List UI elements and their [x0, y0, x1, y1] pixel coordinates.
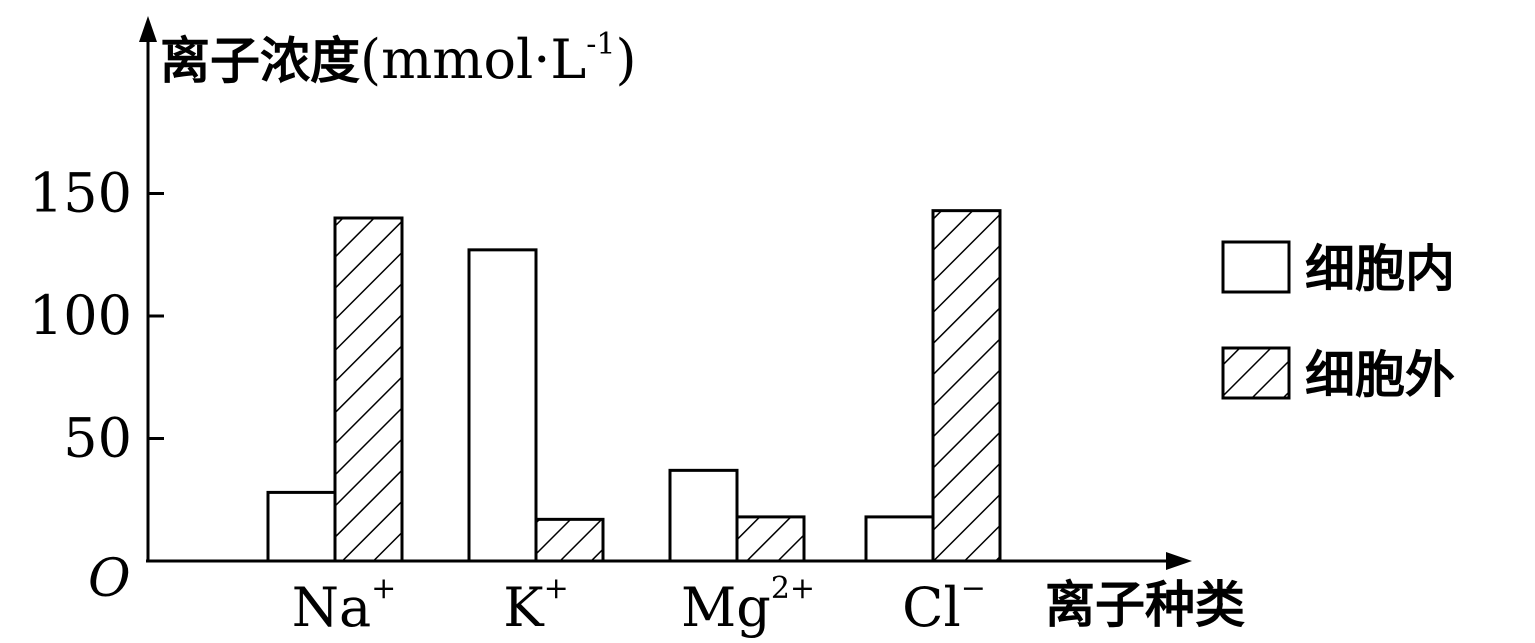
bar-inside-0: [266, 490, 337, 563]
bar-outside-0: [333, 216, 404, 563]
y-axis-label-sup: -1: [586, 27, 615, 62]
origin-label: O: [88, 549, 131, 609]
category-label: Mg2+: [681, 571, 815, 639]
category-label: K+: [503, 571, 568, 639]
category-label-base: Mg: [681, 576, 771, 639]
category-label-base: Cl: [902, 576, 961, 639]
legend-swatch-outside: [1221, 346, 1291, 400]
legend-label: 细胞外: [1305, 346, 1455, 404]
bars: [266, 209, 1002, 563]
y-axis-label: 离子浓度(mmol·L-1): [160, 27, 637, 91]
bar-outside-1: [534, 517, 605, 563]
y-ticks: 50 100 150: [29, 162, 164, 470]
x-axis-label: 离子种类: [1045, 576, 1245, 634]
x-axis-arrow: [1166, 552, 1192, 570]
category-label: Na+: [292, 571, 397, 639]
category-label-sup: +: [544, 571, 569, 606]
y-axis-arrow: [139, 16, 157, 42]
y-axis-label-cjk: 离子浓度: [160, 32, 360, 90]
category-label: Cl−: [902, 571, 986, 639]
category-label-base: K: [503, 576, 545, 639]
legend-swatch-inside: [1221, 240, 1291, 294]
y-tick-label: 150: [29, 162, 132, 225]
y-tick-label: 50: [63, 407, 132, 470]
category-label-base: Na: [292, 576, 371, 639]
legend-label: 细胞内: [1305, 240, 1455, 298]
category-label-sup: −: [961, 571, 986, 606]
bar-outside-3: [931, 209, 1002, 563]
category-label-sup: +: [371, 571, 396, 606]
bar-outside-2: [735, 515, 806, 563]
y-tick-label: 100: [29, 284, 132, 347]
y-axis-label-unit: (mmol·L: [360, 28, 586, 91]
category-labels: Na+ K+ Mg2+ Cl−: [292, 571, 986, 639]
y-axis-label-close: ): [616, 28, 637, 91]
bar-inside-2: [668, 468, 739, 563]
bar-inside-1: [467, 248, 538, 563]
bar-inside-3: [864, 515, 935, 563]
category-label-sup: 2+: [771, 571, 815, 606]
